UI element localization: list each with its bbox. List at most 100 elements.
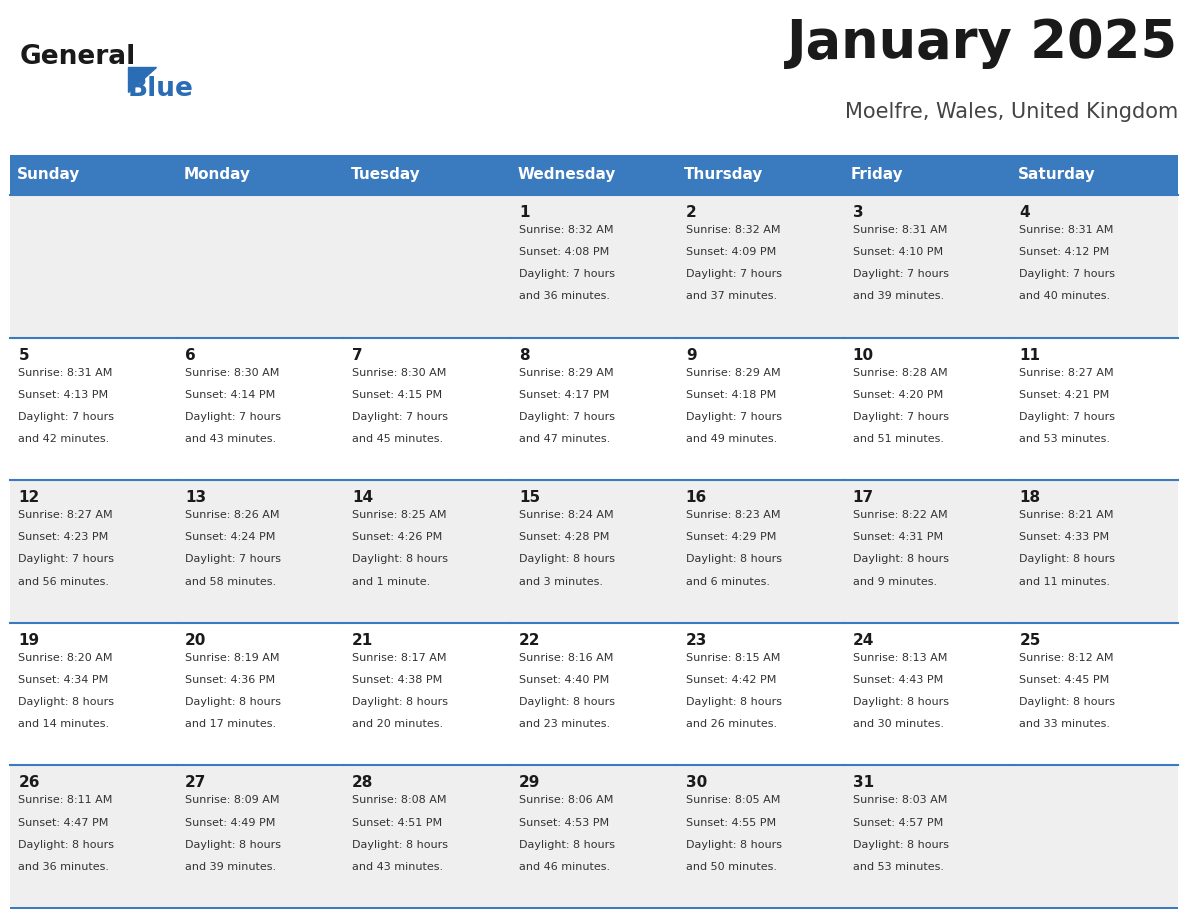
Text: 18: 18 [1019, 490, 1041, 505]
Text: Daylight: 7 hours: Daylight: 7 hours [519, 269, 615, 279]
Text: Sunset: 4:13 PM: Sunset: 4:13 PM [18, 390, 108, 399]
Text: 8: 8 [519, 348, 530, 363]
Text: Monday: Monday [183, 167, 251, 183]
Text: Daylight: 7 hours: Daylight: 7 hours [685, 412, 782, 421]
Text: and 58 minutes.: and 58 minutes. [185, 577, 277, 587]
Text: Sunrise: 8:30 AM: Sunrise: 8:30 AM [352, 367, 447, 377]
Text: 19: 19 [18, 633, 39, 648]
Text: and 40 minutes.: and 40 minutes. [1019, 291, 1111, 301]
Text: Sunset: 4:09 PM: Sunset: 4:09 PM [685, 247, 776, 257]
Text: Sunrise: 8:31 AM: Sunrise: 8:31 AM [18, 367, 113, 377]
Text: 10: 10 [853, 348, 873, 363]
Text: Sunset: 4:23 PM: Sunset: 4:23 PM [18, 532, 108, 543]
Text: Daylight: 8 hours: Daylight: 8 hours [18, 697, 114, 707]
Text: Sunset: 4:34 PM: Sunset: 4:34 PM [18, 675, 108, 685]
Text: Sunset: 4:14 PM: Sunset: 4:14 PM [185, 390, 276, 399]
Text: Daylight: 7 hours: Daylight: 7 hours [519, 412, 615, 421]
Text: Sunset: 4:18 PM: Sunset: 4:18 PM [685, 390, 776, 399]
Text: Daylight: 8 hours: Daylight: 8 hours [185, 840, 282, 849]
Text: Sunrise: 8:20 AM: Sunrise: 8:20 AM [18, 653, 113, 663]
Text: Daylight: 7 hours: Daylight: 7 hours [185, 412, 282, 421]
Text: 6: 6 [185, 348, 196, 363]
Text: Sunset: 4:36 PM: Sunset: 4:36 PM [185, 675, 276, 685]
Text: Sunset: 4:24 PM: Sunset: 4:24 PM [185, 532, 276, 543]
Text: Sunrise: 8:16 AM: Sunrise: 8:16 AM [519, 653, 613, 663]
Text: Sunset: 4:47 PM: Sunset: 4:47 PM [18, 818, 109, 827]
Text: Sunset: 4:55 PM: Sunset: 4:55 PM [685, 818, 776, 827]
Text: Daylight: 8 hours: Daylight: 8 hours [853, 840, 949, 849]
Text: Sunset: 4:12 PM: Sunset: 4:12 PM [1019, 247, 1110, 257]
Text: Daylight: 8 hours: Daylight: 8 hours [352, 554, 448, 565]
Text: Daylight: 8 hours: Daylight: 8 hours [519, 697, 615, 707]
Text: Sunset: 4:38 PM: Sunset: 4:38 PM [352, 675, 442, 685]
Text: Sunset: 4:57 PM: Sunset: 4:57 PM [853, 818, 943, 827]
Text: 31: 31 [853, 776, 873, 790]
Text: Sunrise: 8:27 AM: Sunrise: 8:27 AM [1019, 367, 1114, 377]
Text: 17: 17 [853, 490, 873, 505]
Text: 24: 24 [853, 633, 874, 648]
Text: 5: 5 [18, 348, 29, 363]
Text: and 53 minutes.: and 53 minutes. [853, 862, 943, 872]
Text: 22: 22 [519, 633, 541, 648]
Text: Sunrise: 8:13 AM: Sunrise: 8:13 AM [853, 653, 947, 663]
Text: Sunrise: 8:32 AM: Sunrise: 8:32 AM [685, 225, 781, 235]
Text: Sunset: 4:21 PM: Sunset: 4:21 PM [1019, 390, 1110, 399]
Text: Sunset: 4:15 PM: Sunset: 4:15 PM [352, 390, 442, 399]
Text: 12: 12 [18, 490, 39, 505]
Text: Friday: Friday [851, 167, 904, 183]
Text: and 51 minutes.: and 51 minutes. [853, 434, 943, 444]
Text: 20: 20 [185, 633, 207, 648]
Text: Sunrise: 8:25 AM: Sunrise: 8:25 AM [352, 510, 447, 521]
Text: 11: 11 [1019, 348, 1041, 363]
Text: Daylight: 7 hours: Daylight: 7 hours [1019, 412, 1116, 421]
Text: and 39 minutes.: and 39 minutes. [185, 862, 277, 872]
Text: Saturday: Saturday [1018, 167, 1095, 183]
Text: Daylight: 7 hours: Daylight: 7 hours [352, 412, 448, 421]
Polygon shape [128, 67, 156, 92]
Text: 23: 23 [685, 633, 707, 648]
Text: and 42 minutes.: and 42 minutes. [18, 434, 109, 444]
Text: Daylight: 8 hours: Daylight: 8 hours [352, 840, 448, 849]
Text: and 46 minutes.: and 46 minutes. [519, 862, 611, 872]
Text: Sunset: 4:08 PM: Sunset: 4:08 PM [519, 247, 609, 257]
Text: Sunset: 4:43 PM: Sunset: 4:43 PM [853, 675, 943, 685]
Text: and 45 minutes.: and 45 minutes. [352, 434, 443, 444]
Text: Sunrise: 8:32 AM: Sunrise: 8:32 AM [519, 225, 613, 235]
Text: Daylight: 7 hours: Daylight: 7 hours [18, 412, 114, 421]
Text: Daylight: 8 hours: Daylight: 8 hours [1019, 554, 1116, 565]
Text: Daylight: 8 hours: Daylight: 8 hours [1019, 697, 1116, 707]
Text: Sunset: 4:31 PM: Sunset: 4:31 PM [853, 532, 943, 543]
Text: and 17 minutes.: and 17 minutes. [185, 719, 277, 729]
Text: January 2025: January 2025 [786, 17, 1178, 70]
Text: Sunrise: 8:29 AM: Sunrise: 8:29 AM [519, 367, 613, 377]
Text: Sunrise: 8:30 AM: Sunrise: 8:30 AM [185, 367, 279, 377]
Text: Sunset: 4:42 PM: Sunset: 4:42 PM [685, 675, 776, 685]
Text: and 30 minutes.: and 30 minutes. [853, 719, 943, 729]
Text: 13: 13 [185, 490, 207, 505]
Text: Sunrise: 8:24 AM: Sunrise: 8:24 AM [519, 510, 613, 521]
Text: Sunrise: 8:21 AM: Sunrise: 8:21 AM [1019, 510, 1114, 521]
Text: Daylight: 8 hours: Daylight: 8 hours [685, 697, 782, 707]
Text: Daylight: 7 hours: Daylight: 7 hours [853, 269, 949, 279]
Text: Sunrise: 8:08 AM: Sunrise: 8:08 AM [352, 795, 447, 805]
Text: Sunrise: 8:27 AM: Sunrise: 8:27 AM [18, 510, 113, 521]
Text: Sunset: 4:45 PM: Sunset: 4:45 PM [1019, 675, 1110, 685]
Text: and 50 minutes.: and 50 minutes. [685, 862, 777, 872]
Text: and 36 minutes.: and 36 minutes. [519, 291, 609, 301]
Text: Daylight: 7 hours: Daylight: 7 hours [1019, 269, 1116, 279]
Text: and 39 minutes.: and 39 minutes. [853, 291, 943, 301]
Text: and 1 minute.: and 1 minute. [352, 577, 430, 587]
Text: and 11 minutes.: and 11 minutes. [1019, 577, 1111, 587]
Text: Sunrise: 8:26 AM: Sunrise: 8:26 AM [185, 510, 279, 521]
Text: Daylight: 8 hours: Daylight: 8 hours [853, 697, 949, 707]
Text: Daylight: 8 hours: Daylight: 8 hours [18, 840, 114, 849]
Text: Sunrise: 8:29 AM: Sunrise: 8:29 AM [685, 367, 781, 377]
Text: 16: 16 [685, 490, 707, 505]
Text: 1: 1 [519, 205, 530, 220]
Text: Daylight: 8 hours: Daylight: 8 hours [685, 554, 782, 565]
Text: 30: 30 [685, 776, 707, 790]
Text: and 56 minutes.: and 56 minutes. [18, 577, 109, 587]
Text: Sunset: 4:17 PM: Sunset: 4:17 PM [519, 390, 609, 399]
Text: Daylight: 7 hours: Daylight: 7 hours [185, 554, 282, 565]
Text: and 9 minutes.: and 9 minutes. [853, 577, 937, 587]
